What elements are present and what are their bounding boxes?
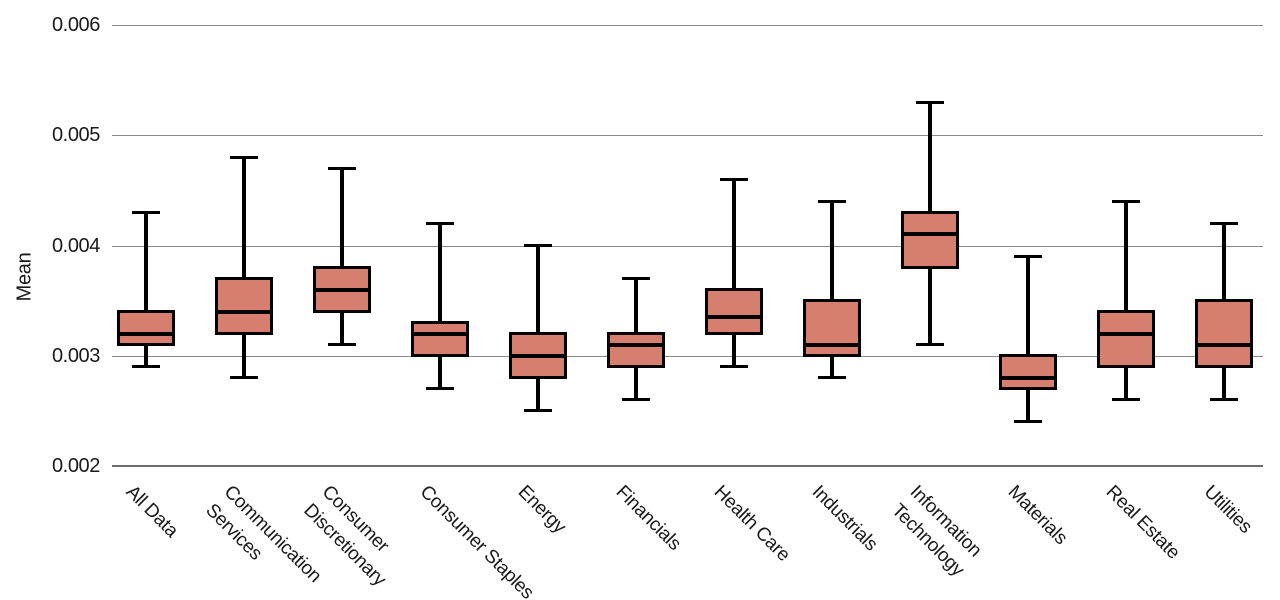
- x-tick-label: Materials: [1003, 481, 1072, 549]
- box-median: [411, 331, 469, 336]
- box-median: [509, 353, 567, 358]
- box-iqr: [1195, 299, 1253, 369]
- y-tick-label: 0.004: [51, 234, 100, 257]
- box-median: [117, 331, 175, 336]
- box-median: [215, 309, 273, 314]
- box-iqr: [215, 277, 273, 336]
- whisker-stem: [242, 157, 246, 378]
- whisker-cap-top: [426, 221, 454, 225]
- whisker-stem: [732, 179, 736, 367]
- whisker-cap-bottom: [1210, 398, 1238, 402]
- whisker-cap-top: [132, 210, 160, 214]
- whisker-cap-top: [622, 277, 650, 281]
- box-median: [1195, 342, 1253, 347]
- y-tick-label: 0.005: [51, 124, 100, 147]
- box-median: [313, 287, 371, 292]
- y-tick-label: 0.003: [51, 344, 100, 367]
- box-median: [803, 342, 861, 347]
- x-tick-label: Information Technology: [887, 481, 986, 581]
- gridline: [112, 245, 1263, 247]
- whisker-cap-bottom: [426, 387, 454, 391]
- whisker-cap-bottom: [1014, 420, 1042, 424]
- box-iqr: [705, 288, 763, 336]
- whisker-stem: [830, 201, 834, 378]
- x-axis-line: [112, 465, 1263, 467]
- whisker-stem: [340, 168, 344, 345]
- whisker-stem: [1124, 201, 1128, 400]
- y-tick-label: 0.002: [51, 455, 100, 477]
- whisker-stem: [144, 212, 148, 367]
- box-iqr: [411, 321, 469, 358]
- box-iqr: [607, 332, 665, 369]
- whisker-cap-bottom: [720, 365, 748, 369]
- box-median: [607, 342, 665, 347]
- box-iqr: [1097, 310, 1155, 369]
- box-median: [999, 375, 1057, 380]
- box-iqr: [999, 354, 1057, 391]
- whisker-cap-bottom: [622, 398, 650, 402]
- whisker-cap-top: [1112, 199, 1140, 203]
- x-tick-label: Real Estate: [1101, 481, 1184, 564]
- x-tick-label: Industrials: [807, 481, 882, 556]
- gridline: [112, 355, 1263, 357]
- y-axis-title: Mean: [13, 252, 36, 302]
- whisker-cap-bottom: [132, 365, 160, 369]
- whisker-cap-bottom: [230, 376, 258, 380]
- whisker-stem: [1026, 256, 1030, 422]
- gridline: [112, 135, 1263, 137]
- box-iqr: [117, 310, 175, 347]
- box-iqr: [803, 299, 861, 358]
- box-iqr: [901, 210, 959, 270]
- whisker-cap-top: [328, 166, 356, 170]
- whisker-cap-bottom: [1112, 398, 1140, 402]
- whisker-cap-bottom: [818, 376, 846, 380]
- x-tick-label: Financials: [611, 481, 685, 555]
- box-median: [901, 232, 959, 237]
- whisker-cap-top: [1210, 221, 1238, 225]
- x-tick-label: Utilities: [1199, 481, 1256, 538]
- whisker-cap-top: [818, 199, 846, 203]
- x-tick-label: Health Care: [709, 481, 794, 566]
- box-median: [1097, 331, 1155, 336]
- whisker-cap-top: [524, 244, 552, 247]
- whisker-cap-top: [720, 177, 748, 181]
- whisker-cap-bottom: [916, 343, 944, 347]
- whisker-cap-bottom: [524, 409, 552, 413]
- x-tick-label: Communication Services: [201, 481, 326, 587]
- x-tick-label: All Data: [121, 481, 182, 542]
- whisker-cap-top: [1014, 255, 1042, 259]
- gridline: [112, 25, 1263, 26]
- y-tick-label: 0.006: [51, 14, 100, 36]
- whisker-stem: [536, 245, 540, 411]
- whisker-cap-top: [230, 155, 258, 159]
- whisker-cap-bottom: [328, 343, 356, 347]
- x-tick-label: Energy: [513, 481, 570, 538]
- box-median: [705, 315, 763, 320]
- whisker-stem: [438, 223, 442, 389]
- whisker-cap-top: [916, 100, 944, 104]
